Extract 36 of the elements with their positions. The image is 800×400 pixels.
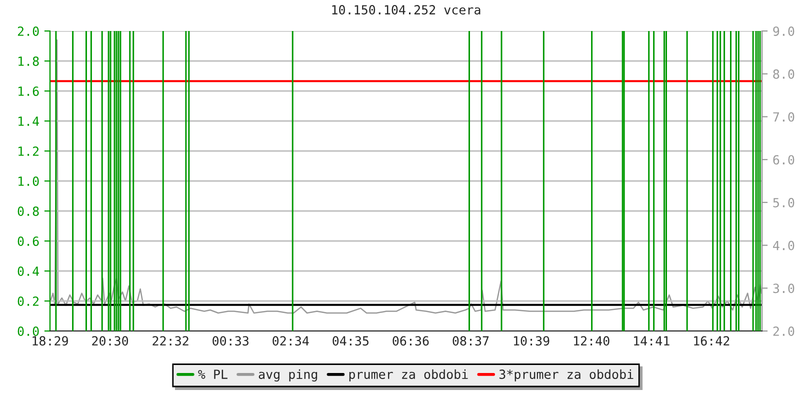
y-tick-label: 0.4 [18, 266, 39, 276]
y2-tick-label: 5.0 [773, 198, 794, 208]
y-tick-label: 0.8 [18, 206, 39, 216]
legend-label: % PL [198, 370, 228, 379]
y2-tick-label: 3.0 [773, 284, 794, 294]
legend-label: 3*prumer za obdobi [499, 369, 634, 382]
x-tick-label: 00:33 [212, 336, 248, 346]
x-tick-label: 02:34 [272, 336, 309, 346]
x-tick-label: 16:42 [694, 336, 730, 346]
y2-tick-label: 6.0 [773, 155, 794, 165]
y2-tick-label: 9.0 [773, 26, 794, 36]
y-tick-label: 1.6 [18, 86, 39, 96]
x-tick-label: 04:35 [332, 336, 368, 346]
x-tick-label: 06:36 [392, 336, 429, 346]
x-tick-label: 18:29 [32, 336, 68, 346]
y-tick-label: 1.2 [18, 146, 39, 156]
x-tick-label: 20:30 [92, 336, 128, 346]
y-tick-label: 1.8 [18, 56, 39, 66]
y2-tick-label: 2.0 [773, 326, 794, 336]
x-tick-label: 12:40 [574, 336, 610, 346]
y-tick-label: 0.2 [18, 296, 39, 306]
legend-label: avg ping [258, 369, 318, 382]
y2-tick-label: 4.0 [773, 240, 794, 250]
y-tick-label: 1.0 [18, 176, 39, 186]
y2-tick-label: 8.0 [773, 69, 794, 79]
x-tick-label: 22:32 [152, 336, 188, 346]
x-tick-label: 14:41 [634, 336, 670, 346]
y-tick-label: 2.0 [18, 26, 39, 36]
x-tick-label: 10:39 [514, 336, 550, 346]
y-tick-label: 0.0 [18, 326, 39, 336]
y2-tick-label: 7.0 [773, 112, 794, 122]
y-tick-label: 1.4 [18, 116, 39, 126]
y-tick-label: 0.6 [18, 236, 39, 246]
legend-label: prumer za obdobi [349, 369, 468, 382]
chart-title: 10.150.104.252 vcera [332, 5, 480, 15]
x-tick-label: 08:37 [452, 336, 489, 346]
